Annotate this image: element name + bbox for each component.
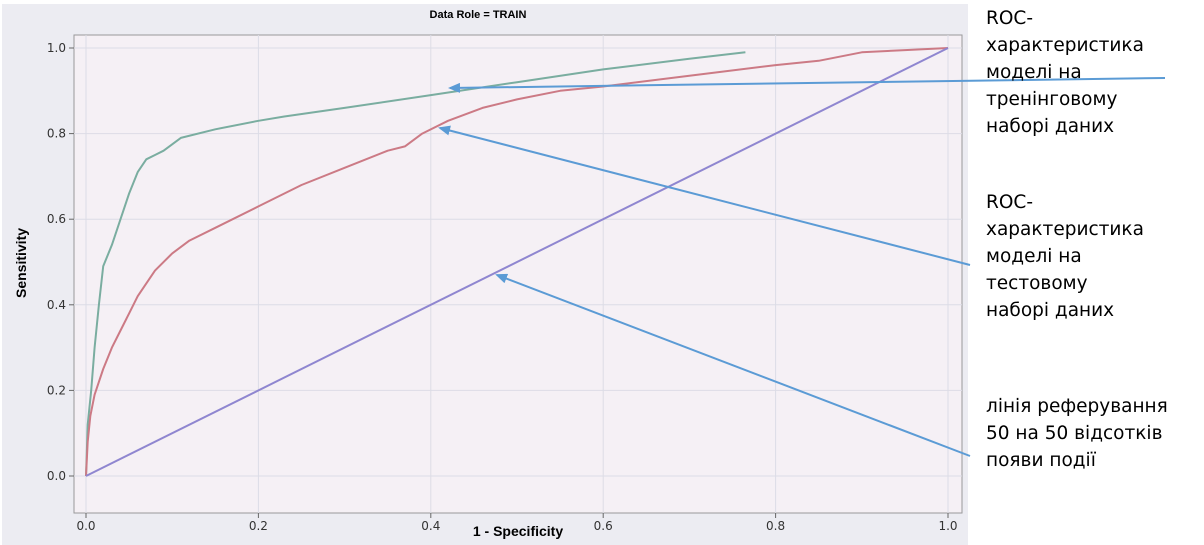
x-tick-label: 0.6: [594, 519, 613, 533]
x-tick-label: 0.8: [766, 519, 785, 533]
annotation-reference: лінія реферування 50 на 50 відсотків поя…: [986, 396, 1168, 471]
x-tick-label: 0.0: [76, 519, 95, 533]
x-tick-label: 1.0: [938, 519, 957, 533]
y-tick-label: 0.8: [47, 127, 66, 141]
y-tick-label: 1.0: [47, 41, 66, 55]
roc-chart: Data Role = TRAIN 0.0 0.2 0.4 0.6 0.8 1.00.00…: [13, 9, 963, 539]
y-tick-label: 0.0: [47, 469, 66, 483]
x-axis-label: 1 - Specificity: [473, 523, 563, 539]
y-tick-label: 0.2: [47, 383, 66, 397]
test-roc-curve: [85, 47, 949, 477]
chart-title: Data Role = TRAIN: [430, 9, 527, 21]
chart-panel: Data Role = TRAIN 0.0 0.2 0.4 0.6 0.8 1.0 0.0 0…: [2, 4, 968, 545]
y-tick-label: 0.4: [47, 298, 66, 312]
annotation-train: ROC- характеристика моделі на тренінгово…: [986, 8, 1144, 137]
axis-ticks: 0.0 0.2 0.4 0.6 0.8 1.0 0.0 0.2 0.4 0.6 0.8 1.0: [47, 41, 958, 533]
annotation-test: ROC- характеристика моделі на тестовому …: [986, 192, 1144, 321]
y-axis-label: Sensitivity: [13, 228, 29, 298]
x-tick-label: 0.4: [421, 519, 440, 533]
train-roc-curve: [85, 51, 746, 477]
x-tick-label: 0.2: [249, 519, 268, 533]
y-tick-label: 0.6: [47, 212, 66, 226]
